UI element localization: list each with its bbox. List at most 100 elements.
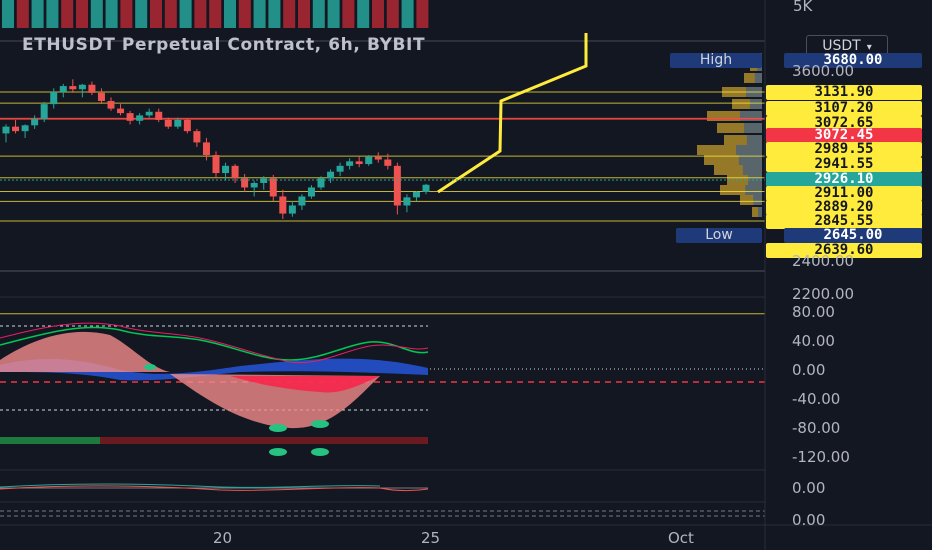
volume-profile-bar xyxy=(752,207,762,217)
volume-profile-bar xyxy=(748,175,762,185)
current-price-tag: 2926.10 xyxy=(766,172,922,187)
lower-pane-tick: 0.00 xyxy=(792,511,826,529)
candle-body xyxy=(241,178,249,188)
candle-body xyxy=(174,119,182,127)
volume-profile-bar xyxy=(750,99,762,109)
candle-body xyxy=(336,165,344,172)
oscillator-blue-area xyxy=(0,358,428,381)
candle-body xyxy=(212,155,220,174)
candle-body xyxy=(393,165,401,206)
volume-profile-bar xyxy=(740,195,762,205)
volume-bar xyxy=(357,0,370,28)
volume-bar xyxy=(46,0,59,28)
candle-body xyxy=(164,119,172,127)
candle-body xyxy=(97,92,105,101)
volume-profile-bar xyxy=(758,207,762,217)
candle-body xyxy=(317,178,325,188)
volume-bar xyxy=(209,0,222,28)
candle-body xyxy=(21,125,29,132)
oscillator-pink-area xyxy=(0,331,170,372)
oscillator-tick: -40.00 xyxy=(792,390,841,408)
candle-body xyxy=(59,86,67,92)
low-value-tag: 2645.00 xyxy=(784,228,922,243)
volume-profile-bar xyxy=(736,145,762,155)
candle-body xyxy=(12,126,20,132)
oscillator-tick: -80.00 xyxy=(792,419,841,437)
level-tag-red: 3072.45 xyxy=(766,128,922,143)
candle-body xyxy=(327,171,335,179)
volume-bar xyxy=(372,0,384,28)
oscillator-green-line xyxy=(0,326,429,361)
volume-profile-bar xyxy=(724,135,762,145)
oscillator-red-area xyxy=(230,376,380,393)
oscillator-tick: 80.00 xyxy=(792,303,835,321)
volume-bar xyxy=(31,0,44,28)
volume-axis-label: 5K xyxy=(793,0,813,15)
level-tag: 2911.00 xyxy=(766,186,922,201)
low-label: Low xyxy=(676,228,762,243)
volume-profile-bar xyxy=(753,195,762,205)
candle-body xyxy=(365,156,373,165)
oscillator-dot xyxy=(311,448,329,456)
candle-body xyxy=(250,182,258,188)
volume-bar xyxy=(120,0,133,28)
candle-body xyxy=(88,84,96,93)
volume-bar xyxy=(164,0,177,28)
volume-bar xyxy=(179,0,192,28)
volume-bar xyxy=(312,0,325,28)
volume-bar xyxy=(342,0,355,28)
chart-title: ETHUSDT Perpetual Contract, 6h, BYBIT xyxy=(22,35,426,55)
volume-bar xyxy=(238,0,251,28)
volume-bar xyxy=(16,0,29,28)
level-tag: 2889.20 xyxy=(766,200,922,215)
volume-bar xyxy=(105,0,118,28)
candle-body xyxy=(288,205,296,214)
level-tag: 3107.20 xyxy=(766,101,922,116)
volume-profile-bar xyxy=(754,73,762,83)
volume-bar xyxy=(327,0,340,28)
trend-bar-green xyxy=(0,437,100,444)
x-tick: 25 xyxy=(421,529,441,547)
level-tag: 2845.55 xyxy=(766,214,922,229)
candle-body xyxy=(69,86,77,90)
volume-profile-bar xyxy=(742,165,762,175)
candle-body xyxy=(269,178,277,197)
price-tick: 2200.00 xyxy=(792,285,855,303)
price-tick: 2400.00 xyxy=(792,252,855,270)
candle-body xyxy=(193,131,201,143)
trend-bar-red xyxy=(100,437,428,444)
candle-body xyxy=(222,165,230,174)
volume-profile-bar xyxy=(714,165,762,175)
x-tick: 20 xyxy=(213,529,233,547)
volume-bar xyxy=(76,0,88,28)
price-level-lines xyxy=(0,40,765,315)
volume-profile-bar xyxy=(744,73,762,83)
price-tick: 3600.00 xyxy=(792,62,855,80)
oscillator-pane xyxy=(0,322,765,456)
volume-profile-bar xyxy=(746,135,762,145)
oscillator-dot xyxy=(269,424,287,432)
candle-body xyxy=(78,84,86,90)
volume-bar xyxy=(401,0,414,28)
high-label: High xyxy=(670,53,762,68)
volume-profile-bar xyxy=(740,111,762,121)
volume-profile-bar xyxy=(732,99,762,109)
oscillator-tick: 0.00 xyxy=(792,361,826,379)
candle-body xyxy=(40,104,48,119)
volume-bar xyxy=(61,0,74,28)
volume-profile-bar xyxy=(744,123,762,133)
candle-body xyxy=(50,91,58,105)
lower-pane-tick: 0.00 xyxy=(792,479,826,497)
volume-bar xyxy=(416,0,429,28)
volume-profile-bar xyxy=(707,111,762,121)
candle-body xyxy=(412,191,420,198)
lower-pane-line xyxy=(0,483,381,488)
volume-bar xyxy=(283,0,296,28)
candle-body xyxy=(107,100,115,109)
currency-label: USDT xyxy=(822,38,861,54)
volume-profile-bar xyxy=(717,123,762,133)
level-tag: 2989.55 xyxy=(766,142,922,157)
candle-body xyxy=(126,113,134,121)
lower-pane-line xyxy=(0,485,429,492)
